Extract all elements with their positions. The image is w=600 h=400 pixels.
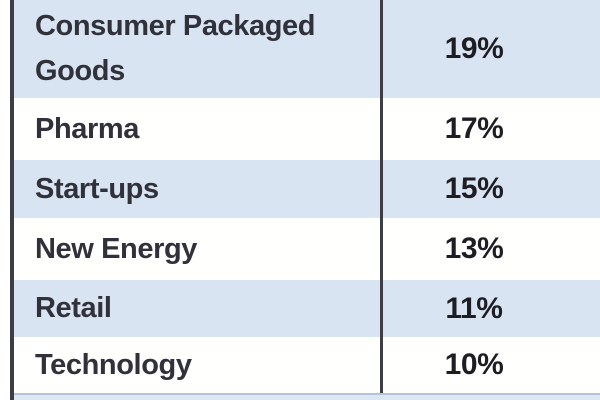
table-row: Retail 11% [14,280,600,337]
table-row: Pharma 17% [14,98,600,160]
percent-value: 19% [444,32,504,65]
sector-label: Pharma [35,112,139,145]
cutoff-next-row [14,395,600,400]
row-separator-line [14,393,600,395]
table-row: Start-ups 15% [14,160,600,218]
percent-value: 15% [444,172,504,205]
percent-value: 11% [445,291,503,325]
percent-value: 13% [444,232,504,265]
sector-label: Start-ups [35,172,159,205]
column-divider [380,0,383,393]
sector-label: Technology [35,348,192,381]
table-row: Technology 10% [14,337,600,393]
sector-label: New Energy [35,232,197,265]
table-body: Consumer Packaged Goods 19% Pharma 17% S… [14,0,600,400]
sector-label: Consumer Packaged Goods [35,10,316,87]
table-left-border [10,0,14,400]
table-row: Consumer Packaged Goods 19% [14,0,600,98]
table-row: New Energy 13% [14,218,600,280]
percent-value: 10% [444,348,504,381]
percent-value: 17% [444,112,504,145]
sector-label: Retail [35,292,112,324]
